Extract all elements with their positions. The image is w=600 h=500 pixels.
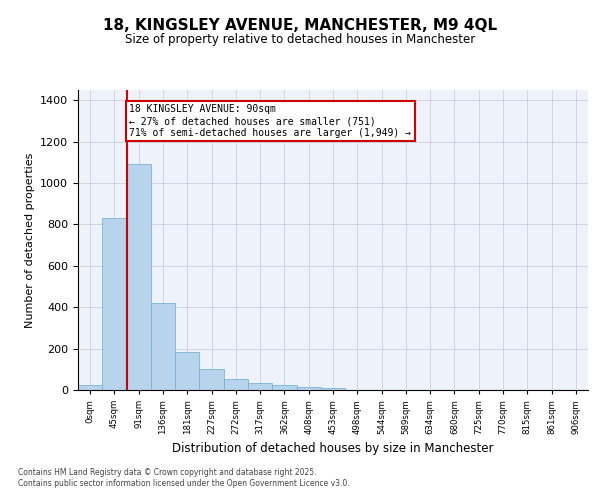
Bar [248,383,272,390]
Text: 18, KINGSLEY AVENUE, MANCHESTER, M9 4QL: 18, KINGSLEY AVENUE, MANCHESTER, M9 4QL [103,18,497,32]
Text: Contains HM Land Registry data © Crown copyright and database right 2025.
Contai: Contains HM Land Registry data © Crown c… [18,468,350,487]
Bar [199,370,224,390]
Bar [175,352,199,390]
Bar [296,387,321,390]
Y-axis label: Number of detached properties: Number of detached properties [25,152,35,328]
Bar [321,388,345,390]
X-axis label: Distribution of detached houses by size in Manchester: Distribution of detached houses by size … [172,442,494,455]
Bar [151,303,175,390]
Text: Size of property relative to detached houses in Manchester: Size of property relative to detached ho… [125,32,475,46]
Bar [78,385,102,390]
Bar [102,218,127,390]
Bar [224,378,248,390]
Text: 18 KINGSLEY AVENUE: 90sqm
← 27% of detached houses are smaller (751)
71% of semi: 18 KINGSLEY AVENUE: 90sqm ← 27% of detac… [130,104,412,138]
Bar [127,164,151,390]
Bar [272,385,296,390]
